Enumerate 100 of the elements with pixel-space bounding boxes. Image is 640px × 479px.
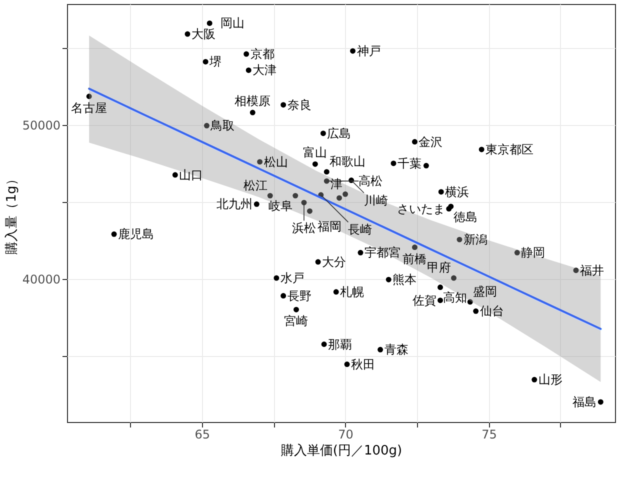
point — [344, 362, 350, 367]
point — [172, 172, 178, 178]
annotation: 新潟 — [463, 232, 488, 247]
point — [573, 268, 579, 274]
annotation: 熊本 — [392, 272, 417, 287]
annotation: 鹿児島 — [118, 227, 154, 242]
point — [312, 161, 318, 167]
annotation: 大分 — [322, 254, 346, 269]
annotation: 静岡 — [521, 246, 546, 260]
annotation: 相模原 — [234, 94, 271, 108]
annotation: 鳥取 — [210, 118, 235, 133]
point — [280, 102, 286, 108]
annotation: 川崎 — [364, 193, 388, 208]
annotation: 佐賀 — [412, 293, 436, 308]
annotation: 千葉 — [398, 156, 422, 170]
x-axis-title: 購入単価(円／100g) — [280, 444, 402, 458]
annotation: 仙台 — [480, 304, 504, 318]
annotation: 福井 — [580, 263, 604, 278]
annotation: 堺 — [208, 54, 222, 69]
point — [321, 342, 327, 347]
annotation: 富山 — [303, 146, 328, 160]
point — [306, 208, 312, 214]
annotation: 京都 — [250, 47, 274, 62]
point — [204, 122, 210, 128]
annotation: 岡山 — [220, 16, 245, 30]
annotation: 水戸 — [280, 271, 304, 286]
point — [473, 308, 479, 314]
point — [315, 259, 321, 265]
point — [320, 130, 326, 136]
annotation: 東京都区 — [486, 142, 534, 156]
point — [412, 244, 418, 250]
annotation: 名古屋 — [71, 100, 108, 115]
point — [292, 192, 298, 198]
point — [202, 59, 208, 64]
point — [206, 20, 212, 26]
point — [111, 231, 117, 237]
annotation: 大阪 — [192, 27, 216, 42]
annotation: 浜松 — [292, 221, 316, 236]
point — [324, 169, 330, 175]
point — [250, 110, 256, 116]
point — [254, 201, 260, 207]
annotation: 徳島 — [454, 210, 478, 224]
annotation: 横浜 — [445, 184, 470, 199]
annotation: 甲府 — [426, 260, 451, 275]
point — [386, 276, 392, 282]
annotation: 札幌 — [340, 284, 364, 299]
point — [336, 195, 342, 201]
point — [274, 275, 280, 281]
annotation: 宇都宮 — [364, 246, 401, 260]
annotation: 盛岡 — [472, 284, 497, 299]
point — [267, 192, 273, 198]
point — [358, 250, 364, 256]
x-tick-label: 75 — [482, 428, 497, 442]
x-tick-label: 70 — [338, 428, 354, 442]
annotation: 福岡 — [317, 219, 342, 234]
point — [456, 236, 462, 242]
annotation: 青森 — [384, 342, 408, 357]
point — [390, 160, 396, 166]
annotation: 宮崎 — [284, 314, 308, 328]
annotation: さいたま — [396, 202, 445, 216]
annotation: 金沢 — [418, 134, 443, 149]
annotation: 山口 — [179, 168, 204, 182]
annotation: 岐阜 — [268, 198, 293, 213]
annotation: 高松 — [358, 174, 383, 188]
point — [184, 31, 190, 37]
y-tick-label: 50000 — [22, 118, 60, 132]
annotation: 松江 — [243, 178, 268, 192]
annotation: 北九州 — [216, 197, 253, 212]
annotation: 長崎 — [348, 222, 372, 237]
annotation: 山形 — [538, 372, 562, 387]
point — [244, 51, 250, 57]
point — [412, 139, 418, 145]
point — [342, 191, 348, 197]
y-axis-title: 購入量（1g） — [4, 172, 20, 254]
point — [448, 204, 454, 210]
annotation: 福島 — [572, 394, 597, 409]
point — [246, 67, 252, 73]
annotation: 那覇 — [328, 337, 352, 352]
point — [438, 298, 444, 304]
x-tick-label: 65 — [194, 428, 210, 442]
point — [350, 48, 356, 54]
point — [478, 146, 484, 152]
annotation: 神戸 — [356, 44, 381, 58]
point — [467, 299, 473, 305]
point — [257, 159, 263, 165]
y-tick-label: 40000 — [22, 272, 60, 286]
annotation: 大津 — [252, 63, 277, 78]
point — [86, 94, 92, 100]
point — [514, 250, 520, 256]
point — [438, 189, 444, 195]
annotation: 前橋 — [402, 252, 427, 266]
point — [451, 275, 456, 281]
point — [438, 284, 444, 290]
annotation: 長野 — [287, 288, 312, 303]
point — [294, 306, 299, 312]
point — [598, 399, 604, 405]
annotation: 奈良 — [287, 98, 312, 112]
annotation: 松山 — [264, 154, 288, 169]
annotation: 秋田 — [351, 357, 376, 372]
annotation: 高知 — [443, 290, 468, 305]
